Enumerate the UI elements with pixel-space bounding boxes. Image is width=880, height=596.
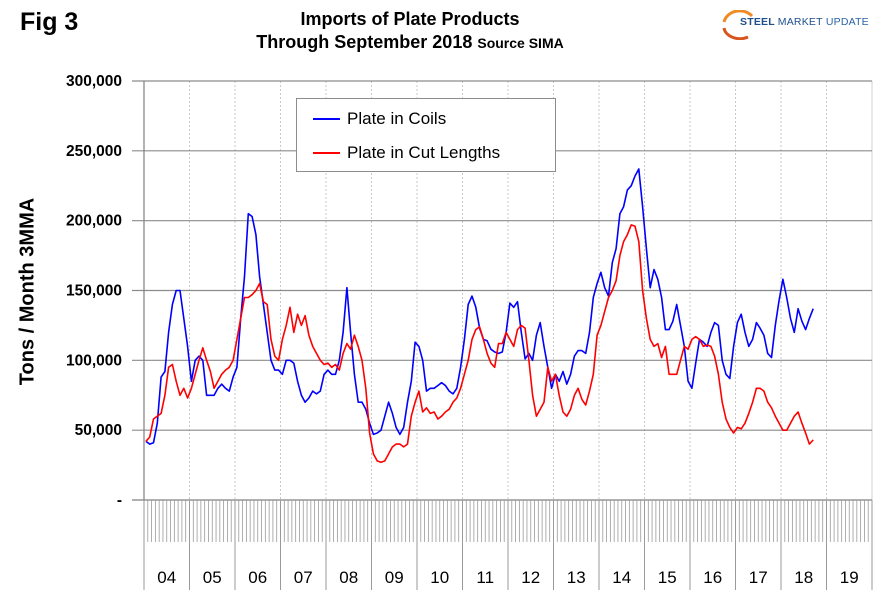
x-tick-label: 16 (703, 568, 722, 587)
gridlines (132, 80, 873, 501)
logo-text: STEEL MARKET UPDATE (740, 16, 869, 28)
x-tick-label: 15 (658, 568, 677, 587)
logo-swoosh-icon (722, 10, 754, 40)
steel-market-update-logo: STEEL MARKET UPDATE (718, 10, 869, 40)
figure-label: Fig 3 (20, 8, 79, 36)
x-tick-label: 10 (430, 568, 449, 587)
y-tick-label: 250,000 (66, 143, 122, 160)
logo-word-market: MARKET (777, 16, 823, 28)
legend: Plate in Coils Plate in Cut Lengths (296, 98, 556, 172)
series-line-plate-in-coils (145, 168, 814, 445)
x-tick-label: 12 (521, 568, 540, 587)
y-tick-label: 50,000 (75, 422, 122, 439)
y-axis-ticks: - 50,000 100,000 150,000 200,000 250,000 300,0… (66, 73, 122, 509)
x-tick-label: 17 (749, 568, 768, 587)
logo-word-steel: STEEL (740, 16, 775, 28)
y-tick-label: 150,000 (66, 283, 122, 300)
y-tick-label: 300,000 (66, 73, 122, 90)
legend-swatch-blue (313, 118, 340, 120)
x-tick-label: 08 (339, 568, 358, 587)
x-tick-label: 11 (476, 568, 494, 587)
legend-label: Plate in Coils (347, 109, 447, 128)
y-tick-label: - (117, 492, 122, 509)
x-tick-label: 06 (248, 568, 267, 587)
chart-subtitle-text: Through September 2018 (256, 32, 473, 52)
legend-item-plate-in-coils: Plate in Coils (313, 107, 446, 131)
chart-source: Source SIMA (477, 35, 564, 51)
series-line-plate-in-cut-lengths (145, 224, 814, 464)
legend-swatch-red (313, 152, 340, 154)
x-tick-label: 09 (385, 568, 404, 587)
y-tick-label: 100,000 (66, 352, 122, 369)
x-tick-label: 05 (203, 568, 222, 587)
y-tick-label: 200,000 (66, 213, 122, 230)
chart-subtitle: Through September 2018 Source SIMA (200, 32, 620, 53)
legend-item-plate-in-cut-lengths: Plate in Cut Lengths (313, 141, 500, 165)
x-tick-label: 14 (612, 568, 631, 587)
x-tick-label: 18 (794, 568, 813, 587)
legend-label: Plate in Cut Lengths (347, 143, 501, 162)
x-tick-label: 04 (157, 568, 176, 587)
x-tick-label: 19 (840, 568, 859, 587)
chart-title: Imports of Plate Products (300, 9, 520, 29)
x-tick-label: 07 (294, 568, 313, 587)
x-tick-label: 13 (567, 568, 586, 587)
logo-word-update: UPDATE (825, 16, 869, 28)
x-axis: 04 05 06 07 08 09 10 11 12 13 14 15 16 17 18 19 (143, 500, 873, 590)
series-lines (145, 168, 814, 464)
